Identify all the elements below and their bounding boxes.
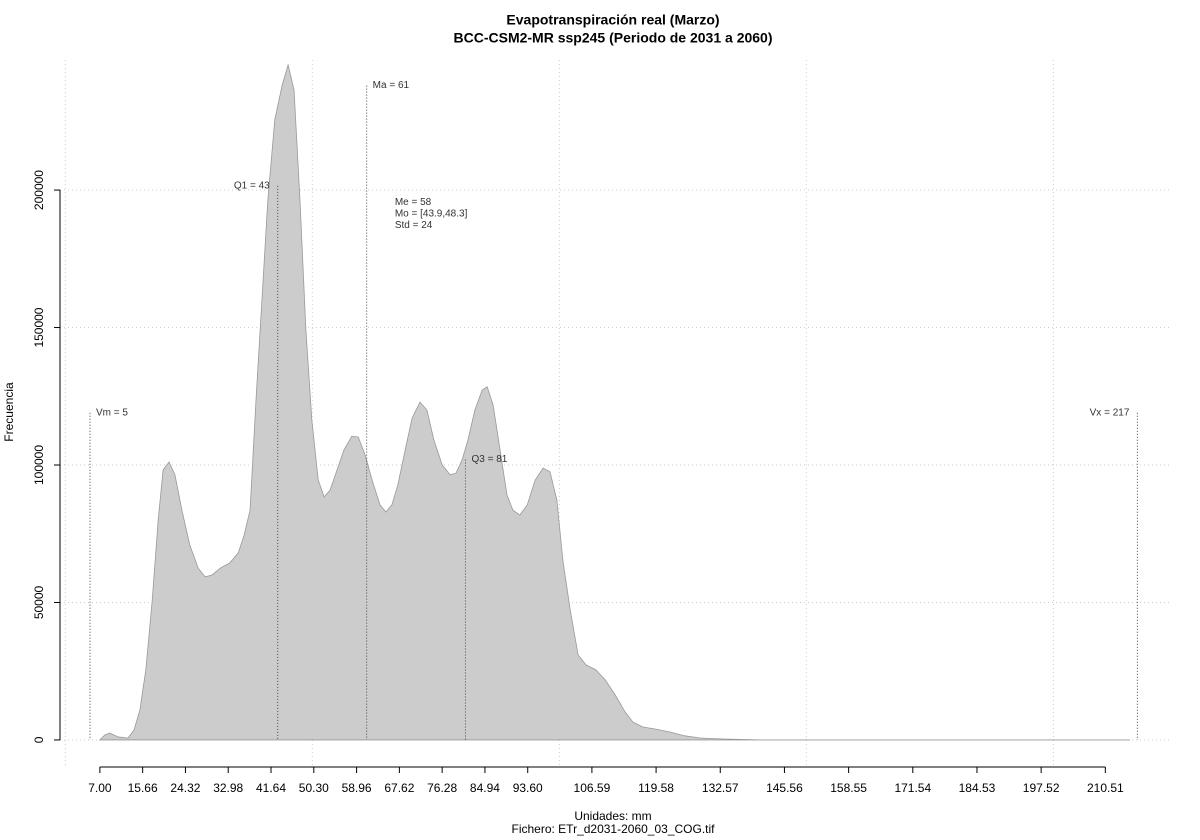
x-tick-label: 145.56	[766, 781, 803, 795]
x-tick-label: 41.64	[256, 781, 286, 795]
y-tick-label: 50000	[32, 585, 46, 619]
x-tick-label: 76.28	[427, 781, 457, 795]
x-tick-label: 171.54	[894, 781, 931, 795]
x-tick-label: 119.58	[638, 781, 674, 795]
caption: Fichero: ETr_d2031-2060_03_COG.tif	[512, 822, 716, 836]
chart-title: Evapotranspiración real (Marzo)	[506, 12, 719, 28]
x-tick-label: 210.51	[1087, 781, 1124, 795]
x-tick-label: 197.52	[1023, 781, 1060, 795]
x-tick-label: 84.94	[470, 781, 500, 795]
y-tick-label: 100000	[32, 445, 46, 485]
x-tick-label: 158.55	[830, 781, 867, 795]
density-area	[98, 63, 1130, 741]
x-tick-label: 67.62	[384, 781, 414, 795]
chart-subtitle: BCC-CSM2-MR ssp245 (Periodo de 2031 a 20…	[454, 30, 773, 46]
y-tick-label: 0	[32, 736, 46, 743]
annotation-label: Q3 = 81	[471, 454, 507, 465]
annotation-label: Q1 = 43	[234, 181, 270, 192]
annotation-label: Vm = 5	[96, 407, 128, 418]
x-tick-label: 58.96	[342, 781, 372, 795]
x-tick-label: 184.53	[959, 781, 996, 795]
x-tick-label: 93.60	[513, 781, 543, 795]
annotation-label: Vx = 217	[1090, 407, 1130, 418]
y-axis-label: Frecuencia	[2, 382, 16, 442]
x-tick-label: 15.66	[128, 781, 158, 795]
x-tick-label: 7.00	[88, 781, 112, 795]
x-tick-label: 106.59	[574, 781, 611, 795]
x-tick-label: 32.98	[213, 781, 243, 795]
stats-label: Me = 58	[395, 197, 432, 208]
x-tick-label: 50.30	[299, 781, 329, 795]
annotation-label: Ma = 61	[373, 80, 410, 91]
stats-label: Std = 24	[395, 220, 433, 231]
x-tick-label: 132.57	[702, 781, 739, 795]
x-tick-label: 24.32	[170, 781, 200, 795]
x-axis-label: Unidades: mm	[574, 809, 651, 823]
y-tick-label: 150000	[32, 307, 46, 347]
y-tick-label: 200000	[32, 170, 46, 210]
stats-label: Mo = [43.9,48.3]	[395, 208, 468, 219]
